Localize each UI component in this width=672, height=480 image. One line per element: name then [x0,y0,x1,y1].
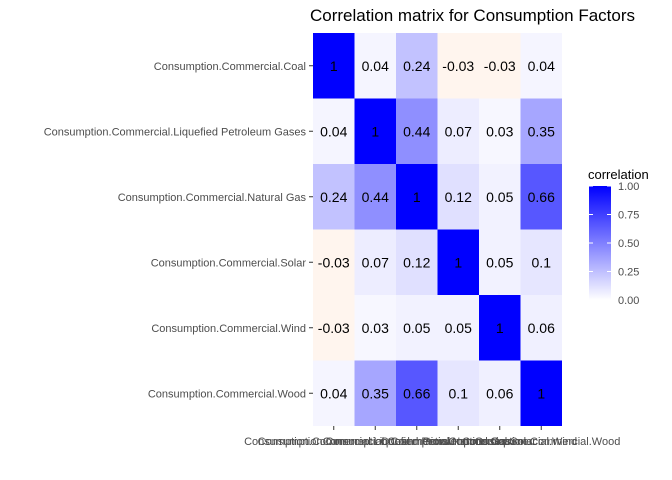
legend: correlation 0.00 0.25 0.50 0.75 1.00 [588,167,649,307]
cell-value-label: 0.05 [486,254,513,270]
cell-value-label: 1 [371,123,379,139]
legend-color-bar [589,186,611,300]
y-axis-tick-label: Consumption.Commercial.Liquefied Petrole… [44,126,307,138]
heatmap-cell [354,164,396,230]
cell-value-label: 0.03 [486,123,513,139]
heatmap-cell [396,229,438,295]
heatmap-cell [479,295,521,361]
heatmap-cell [520,164,562,230]
heatmap-cell [479,33,521,99]
cell-value-label: 0.44 [362,189,389,205]
cell-value-label: 0.03 [362,320,389,336]
cell-value-label: 1 [413,189,421,205]
heatmap-cell [396,33,438,99]
x-axis-tick-label: Consumption.Commercial.Wind [422,436,577,448]
legend-tick-label: 0.50 [618,238,639,250]
x-axis-tick-label: Consumption.Commercial.Solar [381,436,537,448]
cell-value-label: 0.1 [449,385,469,401]
cell-value-label: 1 [496,320,504,336]
cell-value-label: 0.05 [445,320,472,336]
cell-value-label: 0.06 [528,320,555,336]
heatmap-cell [313,33,355,99]
heatmap-cell [313,229,355,295]
y-axis-labels: Consumption.Commercial.Coal Consumption.C… [44,61,313,400]
cell-value-label: 0.04 [320,123,347,139]
cell-value-label: -0.03 [318,254,350,270]
heatmap-cell [520,33,562,99]
heatmap-cell [437,295,479,361]
heatmap-cell [520,229,562,295]
heatmap-cell [313,164,355,230]
cell-value-label: -0.03 [318,320,350,336]
y-axis-tick-label: Consumption.Commercial.Wood [148,388,306,400]
heatmap-cell [479,98,521,164]
heatmap-cell [437,164,479,230]
chart-title: Correlation matrix for Consumption Facto… [310,6,635,25]
cell-value-label: 0.07 [445,123,472,139]
cell-value-label: 0.06 [486,385,513,401]
legend-tick-label: 0.00 [618,295,639,307]
cell-value-label: 0.66 [528,189,555,205]
legend-tick-label: 1.00 [618,181,639,193]
cell-value-label: 1 [454,254,462,270]
x-axis-tick-label: Consumption.Commercial.Liquefied Petrole… [244,436,507,448]
heatmap-cell [354,295,396,361]
cell-value-label: 1 [330,58,338,74]
heatmap-cell [313,360,355,426]
x-axis-tick-label: Consumption.Commercial.Coal [258,436,410,448]
legend-tick-label: 0.75 [618,210,639,222]
y-axis-tick-label: Consumption.Commercial.Coal [154,61,306,73]
heatmap-cell [354,98,396,164]
heatmap-cell [437,229,479,295]
heatmap-cell [437,33,479,99]
heatmap-cell [437,98,479,164]
cell-value-label: 0.24 [403,58,430,74]
heatmap-cell [396,295,438,361]
cell-value-label: 0.35 [362,385,389,401]
heatmap-cell [520,98,562,164]
heatmap-cell [396,360,438,426]
cell-value-label: 1 [537,385,545,401]
cell-value-label: -0.03 [442,58,474,74]
heatmap-cell [313,295,355,361]
x-axis-tick-label: Consumption.Commercial.Natural Gas [323,436,512,448]
legend-tick-label: 0.25 [618,267,639,279]
heatmap-cell [520,295,562,361]
cell-value-label: 0.04 [320,385,347,401]
cell-value-label: 0.05 [486,189,513,205]
heatmap-cell [354,229,396,295]
heatmap-cell [520,360,562,426]
cell-value-label: 0.04 [362,58,389,74]
cell-value-label: 0.04 [528,58,555,74]
cell-value-label: 0.1 [532,254,552,270]
y-axis-tick-label: Consumption.Commercial.Wind [151,323,306,335]
cell-value-label: 0.12 [403,254,430,270]
heatmap-cell [396,164,438,230]
heatmap-cell [479,360,521,426]
heatmap-cell [479,164,521,230]
x-axis-tick-label: Consumption.Commercial.Wood [462,436,620,448]
heatmap-cell [437,360,479,426]
x-axis-labels: Consumption.Commercial.CoalConsumption.C… [244,426,620,448]
heatmap-cell [396,98,438,164]
cell-value-label: 0.66 [403,385,430,401]
cell-value-label: 0.12 [445,189,472,205]
cell-value-label: -0.03 [484,58,516,74]
heatmap-cell [479,229,521,295]
heatmap-cell [354,360,396,426]
y-axis-tick-label: Consumption.Commercial.Natural Gas [118,192,307,204]
cell-value-label: 0.44 [403,123,430,139]
cell-value-label: 0.35 [528,123,555,139]
heatmap-cells: 1 0.04 0.24 -0.03 -0.03 0.04 0.04 1 0.44 0.07 0.03… [313,33,562,426]
heatmap-cell [313,98,355,164]
cell-value-label: 0.05 [403,320,430,336]
cell-value-label: 0.24 [320,189,347,205]
legend-title: correlation [588,167,649,182]
y-axis-tick-label: Consumption.Commercial.Solar [151,257,307,269]
heatmap-cell [354,33,396,99]
cell-value-label: 0.07 [362,254,389,270]
